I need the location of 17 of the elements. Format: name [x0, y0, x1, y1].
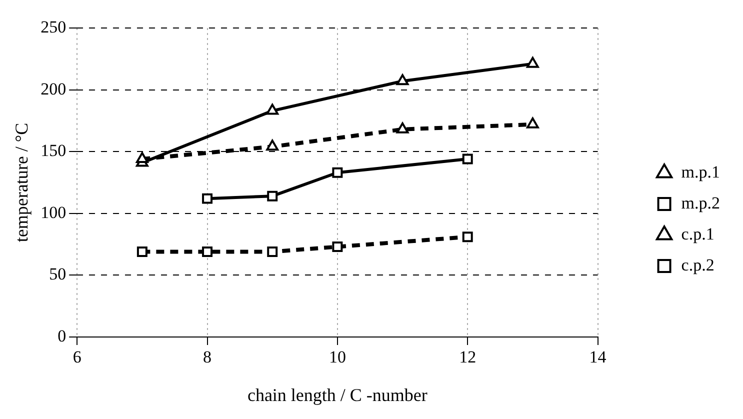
y-tick-label: 100 [40, 202, 66, 222]
legend-label: m.p.1 [681, 162, 720, 182]
x-tick-label: 8 [203, 348, 212, 367]
x-axis-title: chain length / C -number [247, 384, 428, 405]
y-tick-label: 150 [40, 141, 66, 160]
y-tick-label: 250 [40, 17, 66, 36]
y-axis-title: temperature / °C [12, 122, 32, 242]
x-tick-label: 10 [328, 348, 346, 367]
x-tick-label: 12 [459, 348, 476, 367]
y-tick-label: 200 [40, 79, 66, 98]
legend-label: m.p.2 [681, 193, 720, 212]
x-tick-label: 6 [72, 348, 82, 367]
y-tick-label: 50 [49, 264, 66, 284]
x-tick-label: 14 [589, 348, 607, 367]
y-tick-label: 0 [58, 326, 66, 346]
legend-label: c.p.2 [681, 255, 714, 274]
legend-label: c.p.1 [681, 224, 714, 244]
